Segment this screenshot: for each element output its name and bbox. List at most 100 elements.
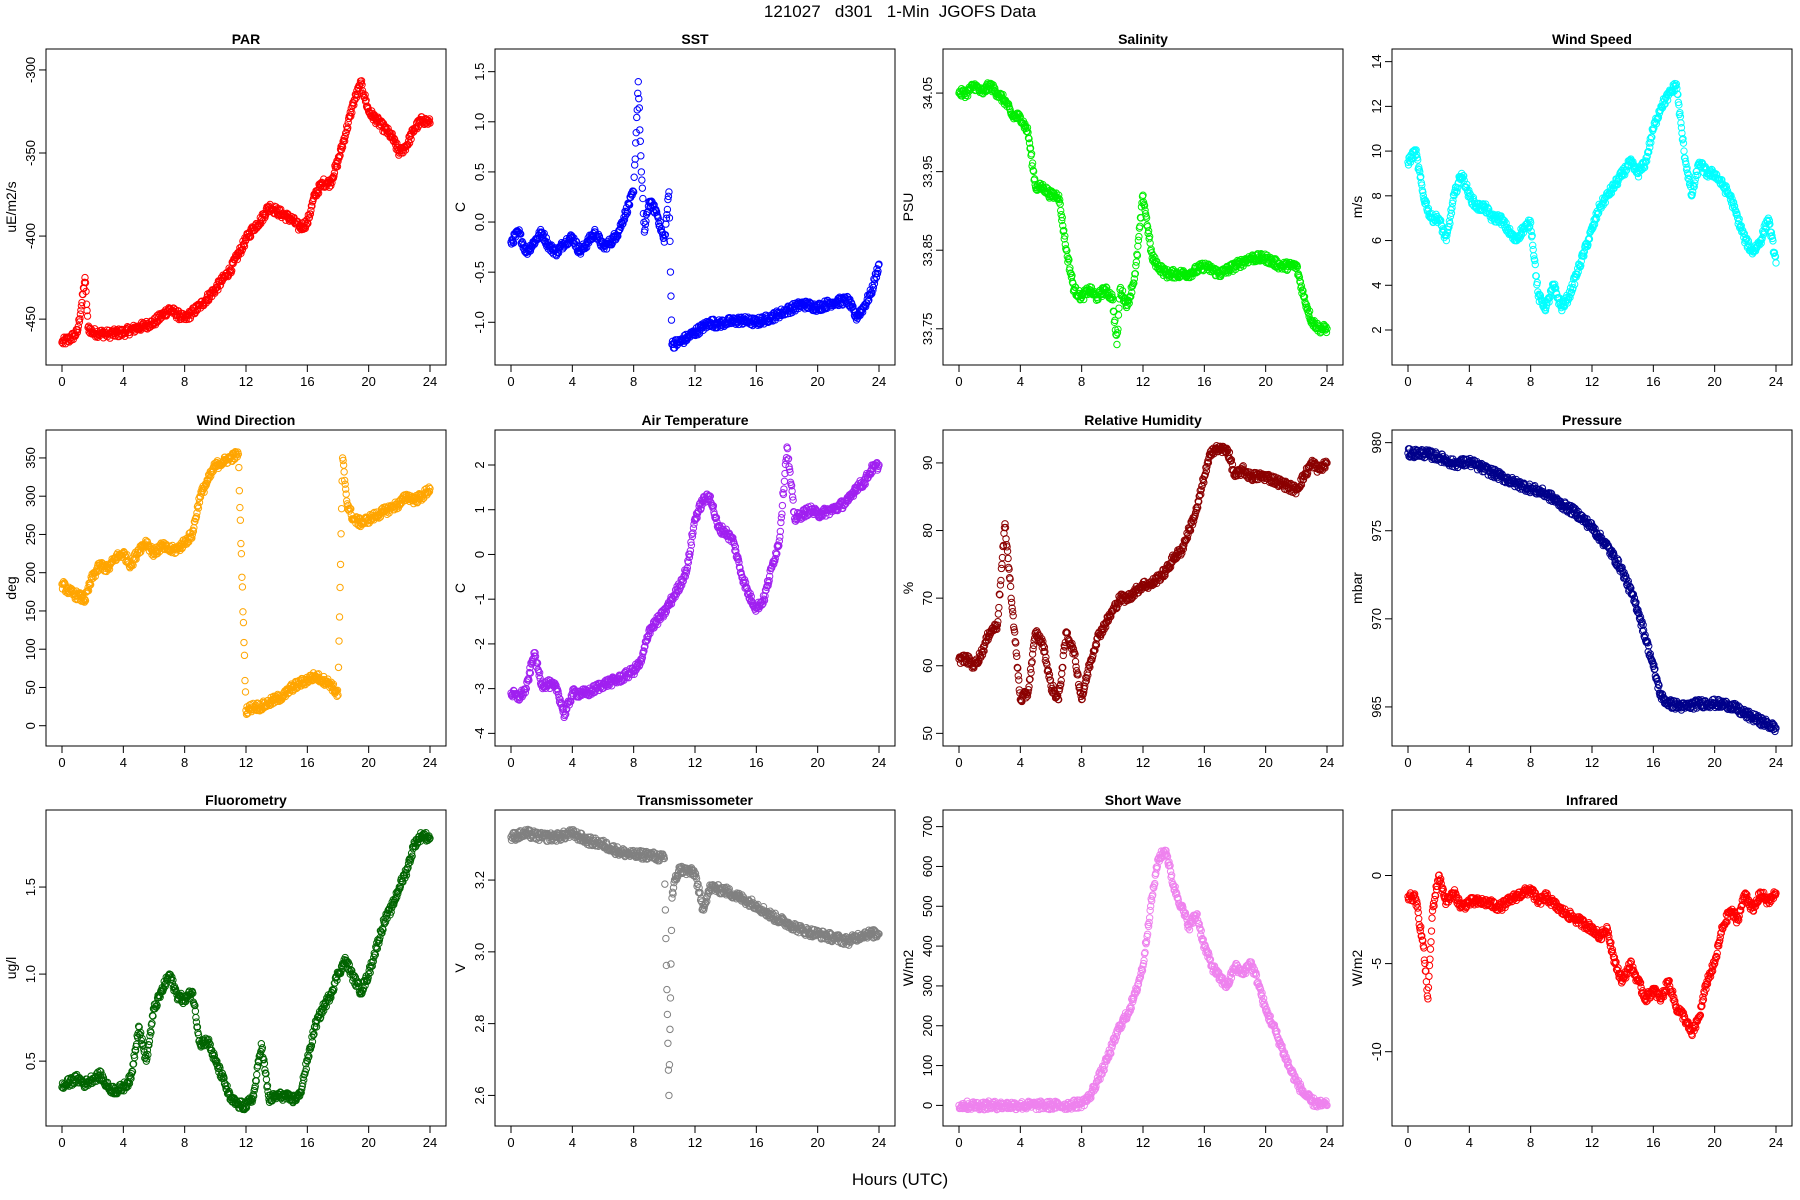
data-point <box>623 208 632 216</box>
data-point <box>407 135 415 143</box>
y-tick-label: 33.85 <box>920 234 935 267</box>
data-point <box>629 188 638 196</box>
data-point <box>778 501 787 510</box>
data-point <box>1057 206 1065 215</box>
data-point <box>636 126 644 134</box>
y-tick-label: 0 <box>23 722 38 729</box>
x-tick-label: 12 <box>239 374 253 389</box>
x-tick-label: 20 <box>361 374 375 389</box>
x-tick-label: 16 <box>749 374 763 389</box>
data-point <box>694 330 702 339</box>
data-point <box>660 234 668 242</box>
data-point <box>341 132 349 141</box>
data-point <box>314 189 323 197</box>
data-point <box>666 237 674 246</box>
data-point <box>994 610 1003 618</box>
data-point <box>307 206 315 215</box>
y-tick-label: 0.0 <box>472 213 487 231</box>
data-point <box>1114 311 1123 319</box>
y-axis-label: deg <box>3 576 19 599</box>
data-point <box>665 188 673 196</box>
figure-title: 121027 d301 1-Min JGOFS Data <box>763 2 1037 21</box>
data-point <box>1058 213 1066 222</box>
data-point <box>1006 105 1014 114</box>
x-tick-label: 4 <box>569 755 576 770</box>
data-point <box>1080 295 1088 304</box>
x-tick-label: 24 <box>1320 755 1334 770</box>
y-tick-label: -450 <box>23 306 38 332</box>
data-point <box>1027 150 1036 158</box>
data-point <box>568 233 577 241</box>
data-point <box>664 192 673 201</box>
data-point <box>241 676 249 685</box>
data-point <box>1066 264 1074 272</box>
y-tick-label: -350 <box>23 140 38 166</box>
x-tick-label: 0 <box>58 374 65 389</box>
data-point <box>542 234 550 242</box>
y-tick-label: 90 <box>920 456 935 470</box>
data-point <box>1023 123 1032 132</box>
data-point <box>335 613 344 621</box>
x-tick-label: 12 <box>688 755 702 770</box>
x-tick-label: 20 <box>1707 374 1721 389</box>
x-tick-label: 0 <box>955 374 962 389</box>
data-point <box>664 195 672 204</box>
y-tick-label: -400 <box>23 223 38 249</box>
data-point <box>364 105 372 113</box>
y-tick-label: 100 <box>23 638 38 660</box>
y-tick-label: 34.05 <box>920 77 935 110</box>
data-point <box>633 113 641 122</box>
data-point <box>1025 139 1034 147</box>
y-tick-label: -4 <box>472 728 487 740</box>
x-tick-label: 24 <box>423 374 437 389</box>
x-tick-label: 20 <box>810 755 824 770</box>
x-tick-label: 4 <box>1017 755 1024 770</box>
x-tick-label: 16 <box>1197 755 1211 770</box>
y-tick-label: 33.95 <box>920 155 935 188</box>
data-point <box>1113 340 1121 349</box>
data-point <box>1029 167 1038 176</box>
plot-frame <box>494 429 896 747</box>
x-tick-label: 16 <box>749 755 763 770</box>
data-point <box>527 244 535 253</box>
data-point <box>330 169 339 177</box>
data-point <box>227 267 236 275</box>
data-point <box>239 618 248 627</box>
data-point <box>1028 162 1036 170</box>
x-tick-label: 12 <box>1136 755 1150 770</box>
x-tick-label: 0 <box>955 755 962 770</box>
data-point <box>76 315 84 323</box>
data-point <box>1676 112 1685 121</box>
x-tick-label: 8 <box>630 755 637 770</box>
x-tick-label: 4 <box>120 374 127 389</box>
y-axis-label: C <box>452 202 468 212</box>
x-tick-label: 4 <box>569 374 576 389</box>
data-point <box>308 202 316 210</box>
data-point <box>637 168 646 176</box>
data-point <box>240 638 248 647</box>
data-point <box>654 214 662 222</box>
y-tick-label: -1.0 <box>472 311 487 333</box>
x-tick-label: 24 <box>423 755 437 770</box>
data-point <box>344 124 352 132</box>
y-tick-label: 70 <box>920 591 935 605</box>
data-point <box>1025 134 1033 143</box>
x-tick-label: 12 <box>688 374 702 389</box>
data-point <box>384 124 392 133</box>
x-tick-label: 8 <box>1078 755 1085 770</box>
y-tick-label: 1.0 <box>472 113 487 131</box>
x-tick-label: 12 <box>1585 374 1599 389</box>
y-tick-label: 200 <box>23 562 38 584</box>
data-series <box>955 79 1331 349</box>
data-point <box>1058 216 1066 225</box>
data-point <box>620 216 629 224</box>
y-tick-label: -300 <box>23 57 38 83</box>
data-point <box>1003 547 1012 555</box>
data-point <box>870 280 879 288</box>
y-tick-label: 10 <box>1369 144 1384 158</box>
data-point <box>1146 239 1154 247</box>
y-tick-label: 33.75 <box>920 313 935 346</box>
